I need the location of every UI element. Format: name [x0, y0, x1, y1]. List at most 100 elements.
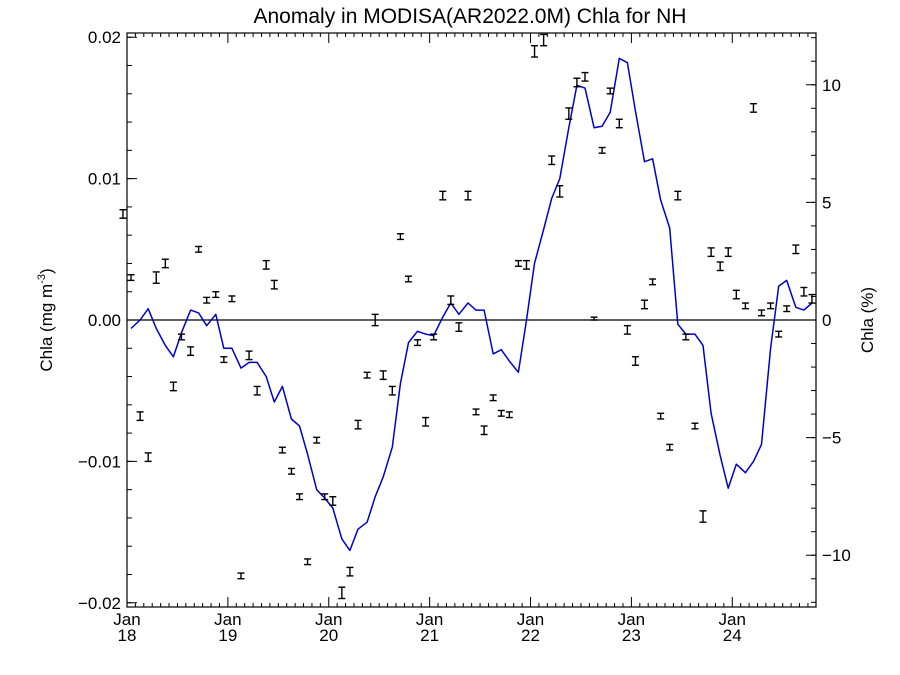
- error-bar-point: [691, 422, 699, 430]
- error-bar-point: [346, 566, 354, 577]
- error-bar-point: [212, 291, 220, 299]
- error-bar-point: [489, 394, 497, 402]
- y-left-tick-label: −0.01: [78, 452, 121, 471]
- x-tick-label-year: 23: [622, 626, 641, 645]
- error-bar-point: [464, 190, 472, 201]
- error-bar-point: [388, 385, 396, 396]
- error-bar-point: [414, 339, 422, 347]
- x-tick-label-year: 18: [118, 626, 137, 645]
- y-right-tick-label: −5: [822, 429, 841, 448]
- error-bar-point: [724, 247, 732, 258]
- error-bar-point: [371, 313, 379, 327]
- error-bar-point: [321, 493, 329, 501]
- error-bar-point: [455, 322, 463, 333]
- error-bar-point: [657, 412, 665, 420]
- x-tick-label-year: 22: [521, 626, 540, 645]
- error-bar-point: [278, 446, 286, 454]
- error-bar-point: [354, 419, 362, 430]
- error-bar-point: [195, 245, 203, 253]
- error-bar-point: [379, 370, 387, 381]
- error-bar-point: [699, 510, 707, 523]
- error-bar-point: [767, 302, 775, 310]
- x-tick-label-year: 20: [319, 626, 338, 645]
- error-bar-point: [253, 385, 261, 396]
- error-bar-point: [430, 333, 438, 341]
- error-bar-point: [615, 118, 623, 129]
- error-bar-point: [329, 496, 337, 506]
- x-tick-label-year: 24: [723, 626, 742, 645]
- error-bar-point: [581, 71, 589, 82]
- y-right-tick-label: 5: [822, 193, 831, 212]
- error-bar-point: [505, 411, 513, 419]
- error-bar-point: [707, 247, 715, 258]
- x-tick-label-month: Jan: [618, 610, 645, 629]
- y-right-tick-label: 10: [822, 76, 841, 95]
- error-bar-point: [228, 295, 236, 303]
- error-bar-point: [783, 305, 791, 313]
- error-bar-point: [522, 259, 530, 270]
- error-bar-point: [144, 452, 152, 463]
- error-bar-point: [741, 302, 749, 310]
- error-bar-point: [447, 295, 455, 306]
- error-bar-point: [439, 190, 447, 201]
- error-bar-point: [161, 258, 169, 269]
- error-bar-point: [540, 33, 548, 47]
- error-bar-point: [136, 411, 144, 422]
- error-bar-point: [497, 409, 505, 417]
- error-bar-point: [800, 286, 808, 297]
- x-tick-label-month: Jan: [113, 610, 140, 629]
- error-bar-point: [606, 87, 614, 95]
- error-bar-point: [749, 102, 757, 113]
- y-right-tick-label: 0: [822, 311, 831, 330]
- error-bar-point: [682, 333, 690, 341]
- y-left-tick-label: −0.02: [78, 594, 121, 613]
- axes-layer: Jan18Jan19Jan20Jan21Jan22Jan23Jan24−0.02…: [78, 28, 851, 645]
- error-bar-point: [674, 190, 682, 201]
- error-bar-point: [514, 259, 522, 267]
- error-bar-point: [649, 278, 657, 286]
- error-bar-point: [472, 408, 480, 416]
- chart-title: Anomaly in MODISA(AR2022.0M) Chla for NH: [254, 5, 687, 28]
- error-bar-point: [245, 350, 253, 361]
- error-bar-point: [313, 436, 321, 444]
- error-bar-point: [304, 558, 312, 566]
- error-bar-point: [808, 293, 816, 304]
- y-right-tick-label: −10: [822, 546, 851, 565]
- error-bar-point: [758, 309, 766, 317]
- error-bar-point: [203, 296, 211, 304]
- error-bar-point: [531, 45, 539, 58]
- error-bar-point: [422, 416, 430, 427]
- error-bar-point: [548, 155, 556, 166]
- error-bar-point: [270, 279, 278, 290]
- x-tick-label-month: Jan: [719, 610, 746, 629]
- error-bar-point: [590, 316, 598, 321]
- error-bar-point: [119, 209, 127, 219]
- y-left-tick-label: 0.02: [88, 28, 121, 47]
- error-bar-point: [187, 346, 195, 357]
- error-bar-point: [296, 493, 304, 501]
- y-axis-label-right: Chla (%): [858, 287, 877, 353]
- error-bar-point: [480, 425, 488, 436]
- x-tick-label-month: Jan: [315, 610, 342, 629]
- error-bar-point: [556, 184, 564, 198]
- x-tick-label-year: 21: [420, 626, 439, 645]
- error-bar-point: [169, 381, 177, 392]
- error-bar-point: [732, 289, 740, 300]
- error-bar-point: [565, 107, 573, 120]
- error-bar-point: [363, 371, 371, 379]
- x-tick-label-month: Jan: [517, 610, 544, 629]
- error-bar-point: [404, 275, 412, 283]
- error-bar-point: [287, 467, 295, 475]
- error-bar-point: [631, 356, 639, 366]
- error-bar-point: [775, 330, 783, 338]
- error-bar-point: [396, 233, 404, 241]
- x-tick-label-year: 19: [218, 626, 237, 645]
- error-bar-point: [177, 333, 185, 341]
- error-bar-point: [127, 274, 135, 282]
- error-bar-point: [641, 299, 649, 310]
- error-bar-point: [623, 324, 631, 335]
- error-bar-point: [716, 261, 724, 272]
- error-bar-point: [666, 443, 674, 451]
- error-bar-point: [792, 244, 800, 255]
